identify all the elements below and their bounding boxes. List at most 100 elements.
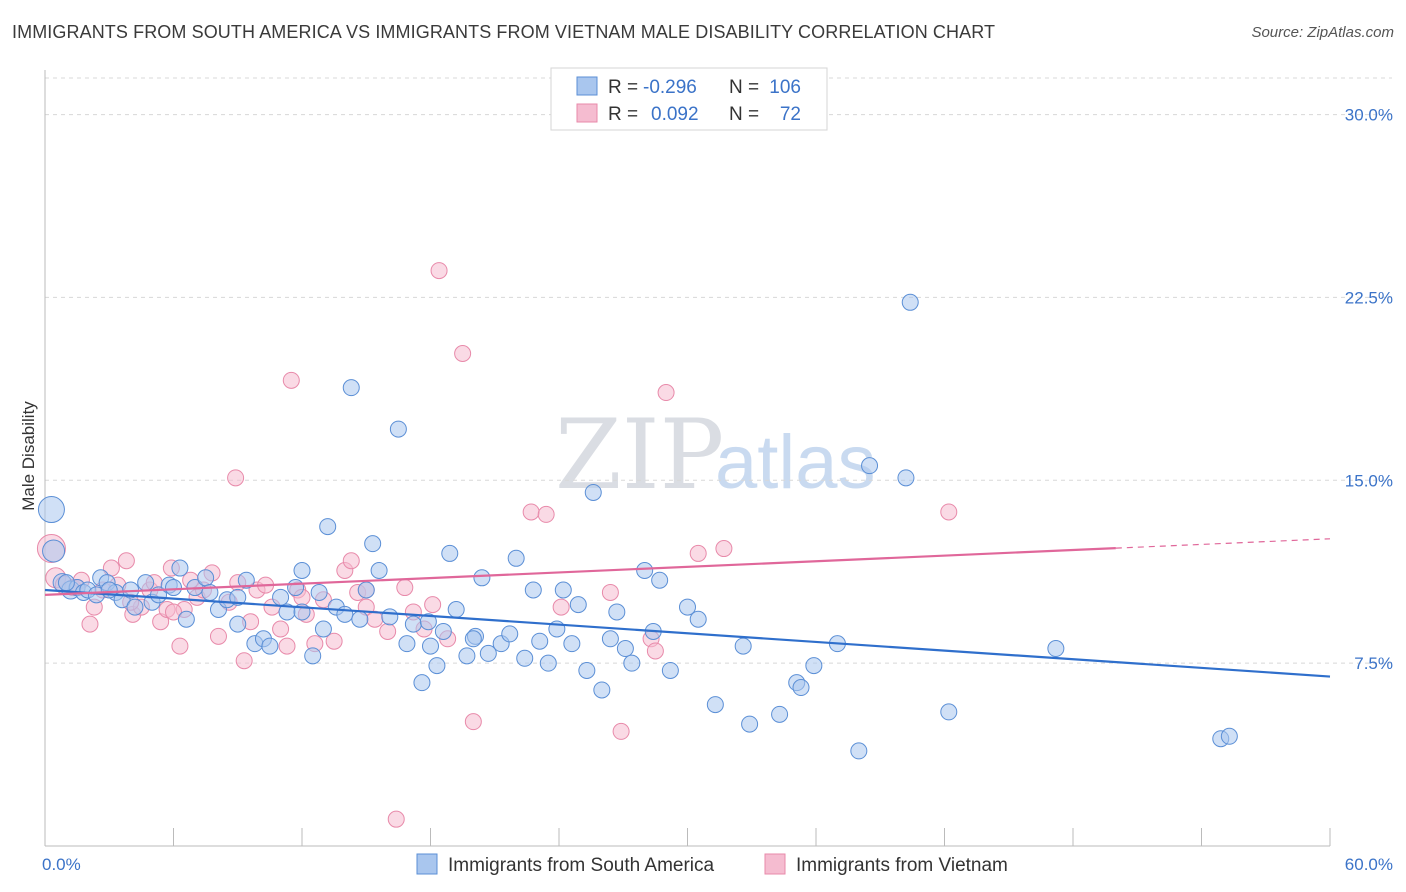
point-south-america bbox=[197, 569, 215, 587]
point-vietnam bbox=[612, 722, 630, 740]
point-south-america bbox=[479, 644, 497, 662]
point-south-america bbox=[229, 615, 247, 633]
legend-r-label-pink: R = bbox=[608, 104, 638, 125]
point-south-america bbox=[419, 613, 437, 631]
point-vietnam bbox=[81, 615, 99, 633]
trend-line-vietnam-extension bbox=[1115, 538, 1331, 549]
legend-n-label-blue: N = bbox=[729, 77, 759, 98]
x-ticks bbox=[44, 828, 1331, 846]
point-vietnam bbox=[396, 579, 414, 597]
bottom-legend-label-blue: Immigrants from South America bbox=[448, 855, 715, 876]
point-south-america bbox=[601, 630, 619, 648]
point-south-america bbox=[524, 581, 542, 599]
legend-r-value-pink: 0.092 bbox=[651, 104, 699, 125]
point-south-america bbox=[357, 581, 375, 599]
point-south-america bbox=[370, 561, 388, 579]
point-south-america bbox=[897, 469, 915, 487]
point-south-america bbox=[539, 654, 557, 672]
point-south-america bbox=[473, 569, 491, 587]
y-tick-label: 15.0% bbox=[1345, 471, 1393, 490]
correlation-legend: R = -0.296 N = 106 R = 0.092 N = 72 bbox=[550, 67, 828, 131]
point-south-america bbox=[351, 610, 369, 628]
trend-lines bbox=[44, 538, 1331, 678]
point-south-america bbox=[381, 608, 399, 626]
point-vietnam bbox=[537, 505, 555, 523]
point-south-america bbox=[272, 588, 290, 606]
point-south-america bbox=[608, 603, 626, 621]
point-vietnam bbox=[227, 469, 245, 487]
point-south-america bbox=[287, 579, 305, 597]
legend-r-label-blue: R = bbox=[608, 77, 638, 98]
point-vietnam bbox=[342, 552, 360, 570]
point-south-america bbox=[319, 518, 337, 536]
point-south-america bbox=[310, 583, 328, 601]
point-south-america bbox=[314, 620, 332, 638]
bottom-legend-swatch-blue bbox=[416, 853, 438, 875]
point-vietnam bbox=[379, 622, 397, 640]
point-south-america bbox=[578, 661, 596, 679]
point-vietnam bbox=[117, 552, 135, 570]
point-south-america bbox=[792, 679, 810, 697]
point-vietnam bbox=[272, 620, 290, 638]
point-south-america bbox=[850, 742, 868, 760]
point-south-america bbox=[137, 574, 155, 592]
point-vietnam bbox=[646, 642, 664, 660]
bottom-legend-swatch-pink bbox=[764, 853, 786, 875]
point-south-america bbox=[1047, 640, 1065, 658]
legend-r-value-blue: -0.296 bbox=[643, 77, 697, 98]
point-south-america bbox=[771, 705, 789, 723]
point-south-america bbox=[661, 661, 679, 679]
point-south-america bbox=[689, 610, 707, 628]
watermark-zip: ZIP bbox=[555, 399, 724, 511]
point-south-america bbox=[428, 657, 446, 675]
point-vietnam bbox=[165, 603, 182, 621]
point-vietnam bbox=[657, 384, 675, 402]
point-vietnam bbox=[278, 637, 296, 655]
y-tick-label: 7.5% bbox=[1354, 654, 1393, 673]
point-vietnam bbox=[424, 596, 442, 614]
y-tick-labels: 7.5% 15.0% 22.5% 30.0% bbox=[1345, 106, 1393, 674]
point-south-america bbox=[593, 681, 611, 699]
point-vietnam bbox=[715, 540, 733, 558]
point-south-america bbox=[563, 635, 581, 653]
point-south-america bbox=[126, 598, 144, 616]
point-south-america bbox=[584, 483, 602, 501]
trend-line-vietnam bbox=[44, 547, 1116, 596]
point-south-america bbox=[940, 703, 958, 721]
point-south-america bbox=[171, 559, 189, 577]
point-south-america bbox=[569, 596, 587, 614]
point-south-america bbox=[165, 579, 182, 597]
point-south-america bbox=[293, 561, 311, 579]
legend-swatch-pink bbox=[576, 103, 598, 123]
point-south-america bbox=[1220, 727, 1238, 745]
point-south-america bbox=[398, 635, 416, 653]
point-vietnam bbox=[430, 262, 448, 280]
point-south-america bbox=[229, 588, 247, 606]
point-south-america bbox=[734, 637, 752, 655]
point-south-america bbox=[304, 647, 322, 665]
point-south-america bbox=[861, 457, 879, 475]
point-south-america bbox=[422, 637, 439, 655]
point-vietnam bbox=[171, 637, 189, 655]
watermark-atlas: atlas bbox=[715, 420, 876, 505]
point-south-america bbox=[616, 640, 634, 658]
point-south-america bbox=[706, 696, 724, 714]
point-south-america bbox=[42, 539, 66, 563]
x-tick-label-min: 0.0% bbox=[42, 855, 81, 874]
legend-swatch-blue bbox=[576, 76, 598, 96]
bottom-legend-label-pink: Immigrants from Vietnam bbox=[796, 855, 1008, 876]
legend-n-value-blue: 106 bbox=[769, 77, 801, 98]
point-south-america bbox=[37, 496, 65, 524]
series-legend: Immigrants from South America Immigrants… bbox=[416, 853, 1008, 876]
point-south-america bbox=[516, 649, 534, 667]
point-south-america bbox=[623, 654, 641, 672]
y-tick-label: 22.5% bbox=[1345, 288, 1393, 307]
point-vietnam bbox=[552, 598, 570, 616]
point-vietnam bbox=[522, 503, 540, 521]
point-south-america bbox=[507, 549, 525, 567]
point-vietnam bbox=[282, 371, 300, 389]
point-south-america bbox=[237, 571, 255, 589]
point-south-america bbox=[679, 598, 696, 616]
x-tick-label-max: 60.0% bbox=[1345, 855, 1393, 874]
